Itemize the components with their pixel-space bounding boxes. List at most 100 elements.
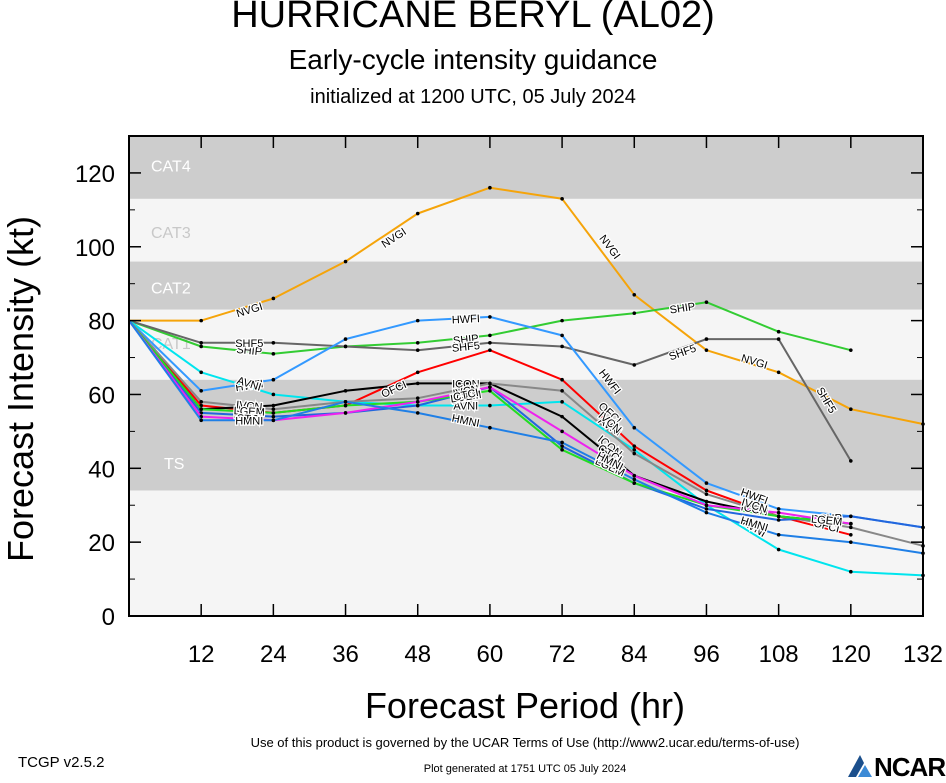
x-tick-label: 120 <box>831 641 871 668</box>
chart-subtitle: Early-cycle intensity guidance <box>288 44 658 75</box>
series-label-shf5: SHF5 <box>235 338 263 350</box>
series-line-hwfi <box>128 315 924 529</box>
y-tick-label: 80 <box>88 309 115 336</box>
series-point-shf5 <box>488 340 492 345</box>
series-point-avni <box>632 448 637 452</box>
series-point-avni <box>271 392 276 397</box>
series-point-ship <box>776 329 781 334</box>
series-point-hwfi <box>776 507 781 511</box>
series-point-ofci <box>849 532 853 537</box>
series-point-ivcn <box>560 388 564 393</box>
band-label-cat3: CAT3 <box>151 225 191 242</box>
series-point-nvgi <box>704 348 709 352</box>
series-label-ivcn: IVCN <box>235 399 262 414</box>
series-label-ship: SHIP <box>236 344 263 359</box>
series-point-dshp <box>560 444 564 448</box>
series-point-ivcn <box>199 400 203 404</box>
y-tick-label: 120 <box>75 161 115 188</box>
series-point-dshp <box>849 514 853 519</box>
series-point-hmni <box>415 411 420 415</box>
series-label-hmni: HMNI <box>235 415 263 427</box>
series-point-lgem <box>560 448 564 452</box>
series-point-ivcn <box>704 492 709 496</box>
series-point-nvgi <box>271 296 276 301</box>
series-point-nvgi <box>776 370 781 375</box>
series-point-ivcn <box>849 525 853 530</box>
series-point-ctci <box>343 411 348 415</box>
plot-frame <box>128 135 924 617</box>
series-point-ship <box>199 344 203 349</box>
x-tick-label: 24 <box>260 641 287 668</box>
series-point-avni <box>488 403 492 408</box>
series-point-avni <box>849 569 853 574</box>
series-point-ship <box>849 348 853 352</box>
y-tick-label: 100 <box>75 235 115 262</box>
series-point-hmni <box>343 400 348 404</box>
series-point-ctci <box>632 473 637 478</box>
series-label-ctci: CTCI <box>236 413 262 426</box>
series-point-hwfi <box>632 425 637 430</box>
category-bands <box>129 136 923 616</box>
series-label-icon: ICON <box>740 501 769 518</box>
series-label-icon: ICON <box>235 402 263 415</box>
series-point-ctci <box>704 503 709 508</box>
series-point-icon <box>704 499 709 504</box>
series-point-shf5 <box>704 337 709 341</box>
series-label-ship: SHIP <box>669 301 696 317</box>
series-label-hwfi: HWFI <box>452 313 481 326</box>
terms-of-use-note: Use of this product is governed by the U… <box>250 735 800 750</box>
y-tick-label: 20 <box>88 530 115 557</box>
series-point-icon <box>343 388 348 393</box>
series-label-icon: ICON <box>452 378 480 390</box>
series-label-lgem: LGEM <box>811 513 843 528</box>
series-point-shf5 <box>776 337 781 341</box>
series-point-shf5 <box>343 344 348 349</box>
y-tick-label: 0 <box>102 604 115 631</box>
series-point-ivcn <box>632 451 637 456</box>
x-tick-label: 96 <box>693 641 720 668</box>
series-point-ivcn <box>271 407 276 412</box>
series-point-icon <box>271 403 276 408</box>
series-point-ship <box>415 340 420 345</box>
series-point-nvgi <box>849 407 853 412</box>
series-point-hmni <box>776 532 781 537</box>
chart-title: HURRICANE BERYL (AL02) <box>231 0 715 36</box>
init-time: initialized at 1200 UTC, 05 July 2024 <box>310 86 636 108</box>
x-tick-label: 36 <box>332 641 359 668</box>
series-point-ofci <box>632 444 637 448</box>
series-point-hmni <box>560 440 564 445</box>
series-line-dshp <box>128 319 924 529</box>
series-point-avni <box>199 370 203 375</box>
x-axis-label: Forecast Period (hr) <box>365 685 685 726</box>
series-point-ship <box>632 311 637 316</box>
series-point-hwfi <box>271 377 276 382</box>
series-label-hwfi: HWFI <box>235 378 265 394</box>
band-label-ts: TS <box>164 456 184 473</box>
series-point-ctci <box>415 400 420 404</box>
series-point-lgem <box>343 403 348 408</box>
series-point-ship <box>560 318 564 323</box>
series-label-shf5: SHF5 <box>451 340 480 355</box>
series-point-ofci <box>199 403 203 408</box>
series-point-dshp <box>415 403 420 408</box>
series-point-shf5 <box>271 340 276 345</box>
series-point-icon <box>560 414 564 419</box>
x-tick-label: 84 <box>621 641 648 668</box>
series-label-lgem: LGEM <box>233 405 265 419</box>
series-label-avni: AVNI <box>453 401 478 413</box>
band-cat4 <box>129 136 923 199</box>
series-point-lgem <box>632 481 637 485</box>
series-label-dshp: DSHP <box>234 409 265 423</box>
series-line-hmni <box>128 320 924 555</box>
series-label-dshp: DSHP <box>811 512 842 526</box>
series-point-shf5 <box>560 344 564 349</box>
series-point-lgem <box>199 407 203 412</box>
series-point-ship <box>271 352 276 356</box>
series-point-hmni <box>488 425 492 430</box>
series-point-hmni <box>271 418 276 423</box>
generated-time: Plot generated at 1751 UTC 05 July 2024 <box>423 763 627 775</box>
series-point-lgem <box>776 514 781 519</box>
series-point-ctci <box>849 521 853 526</box>
